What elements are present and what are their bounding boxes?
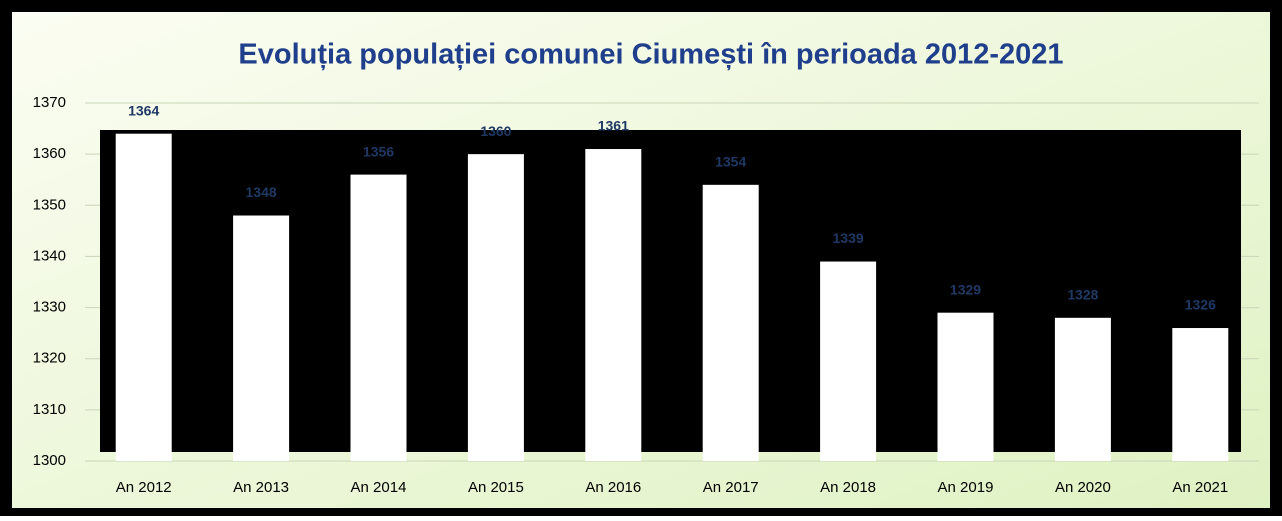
bar [1054,317,1111,461]
x-tick-label: An 2016 [585,479,641,496]
y-tick-label: 1300 [33,452,66,469]
y-tick-label: 1370 [33,94,66,111]
x-tick-label: An 2021 [1172,479,1228,496]
x-tick-label: An 2017 [703,479,759,496]
data-label: 1329 [950,281,981,297]
bar [233,215,290,461]
x-tick-label: An 2018 [820,479,876,496]
data-label: 1360 [480,123,511,139]
data-label: 1354 [715,154,746,170]
bar [585,149,642,461]
x-tick-label: An 2019 [938,479,994,496]
x-tick-label: An 2013 [233,479,289,496]
data-label: 1348 [246,184,277,200]
y-tick-label: 1330 [33,299,66,316]
bar [937,312,994,461]
x-tick-label: An 2014 [351,479,407,496]
bar [467,154,524,461]
x-tick-label: An 2020 [1055,479,1111,496]
data-label: 1361 [598,118,629,134]
plot-backdrop [100,130,1241,452]
bar [350,174,407,461]
bar [702,184,759,462]
y-tick-label: 1310 [33,401,66,418]
data-label: 1356 [363,143,394,159]
data-label: 1339 [833,230,864,246]
chart-title: Evoluția populației comunei Ciumești în … [238,39,1063,71]
bar [115,133,172,461]
x-tick-label: An 2015 [468,479,524,496]
data-label: 1364 [128,102,159,118]
y-tick-label: 1320 [33,350,66,367]
y-tick-label: 1350 [33,196,66,213]
y-tick-label: 1360 [33,145,66,162]
data-label: 1328 [1067,287,1098,303]
data-label: 1326 [1185,297,1216,313]
x-tick-label: An 2012 [116,479,172,496]
bar [820,261,877,461]
y-tick-label: 1340 [33,247,66,264]
bar [1172,328,1229,461]
